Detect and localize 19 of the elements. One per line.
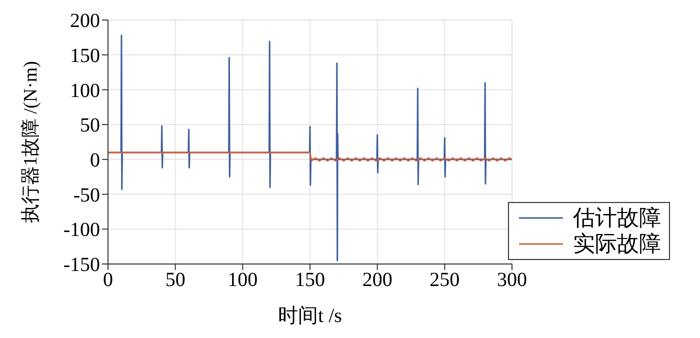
y-tick-label: 150 bbox=[70, 44, 100, 67]
x-tick-label: 300 bbox=[497, 269, 527, 292]
legend-label: 估计故障 bbox=[573, 205, 661, 231]
legend-label: 实际故障 bbox=[573, 231, 661, 257]
y-tick-label: 0 bbox=[90, 150, 100, 172]
y-tick-label: 50 bbox=[80, 114, 100, 137]
x-tick-label: 100 bbox=[228, 269, 258, 292]
y-tick-label: 100 bbox=[70, 80, 100, 102]
y-tick-label: -50 bbox=[73, 184, 100, 206]
y-tick-label: -150 bbox=[63, 254, 100, 276]
x-tick-label: 250 bbox=[430, 269, 460, 292]
y-axis-title: 执行器1故障 /(N·m) bbox=[20, 60, 42, 224]
line-series bbox=[108, 152, 512, 162]
x-tick-label: 150 bbox=[295, 269, 325, 292]
y-tick-label: -100 bbox=[63, 219, 100, 242]
y-tick-label: 200 bbox=[70, 10, 100, 32]
x-tick-label: 50 bbox=[165, 269, 186, 292]
x-tick-label: 200 bbox=[362, 269, 392, 292]
x-axis-title: 时间t /s bbox=[278, 305, 342, 327]
